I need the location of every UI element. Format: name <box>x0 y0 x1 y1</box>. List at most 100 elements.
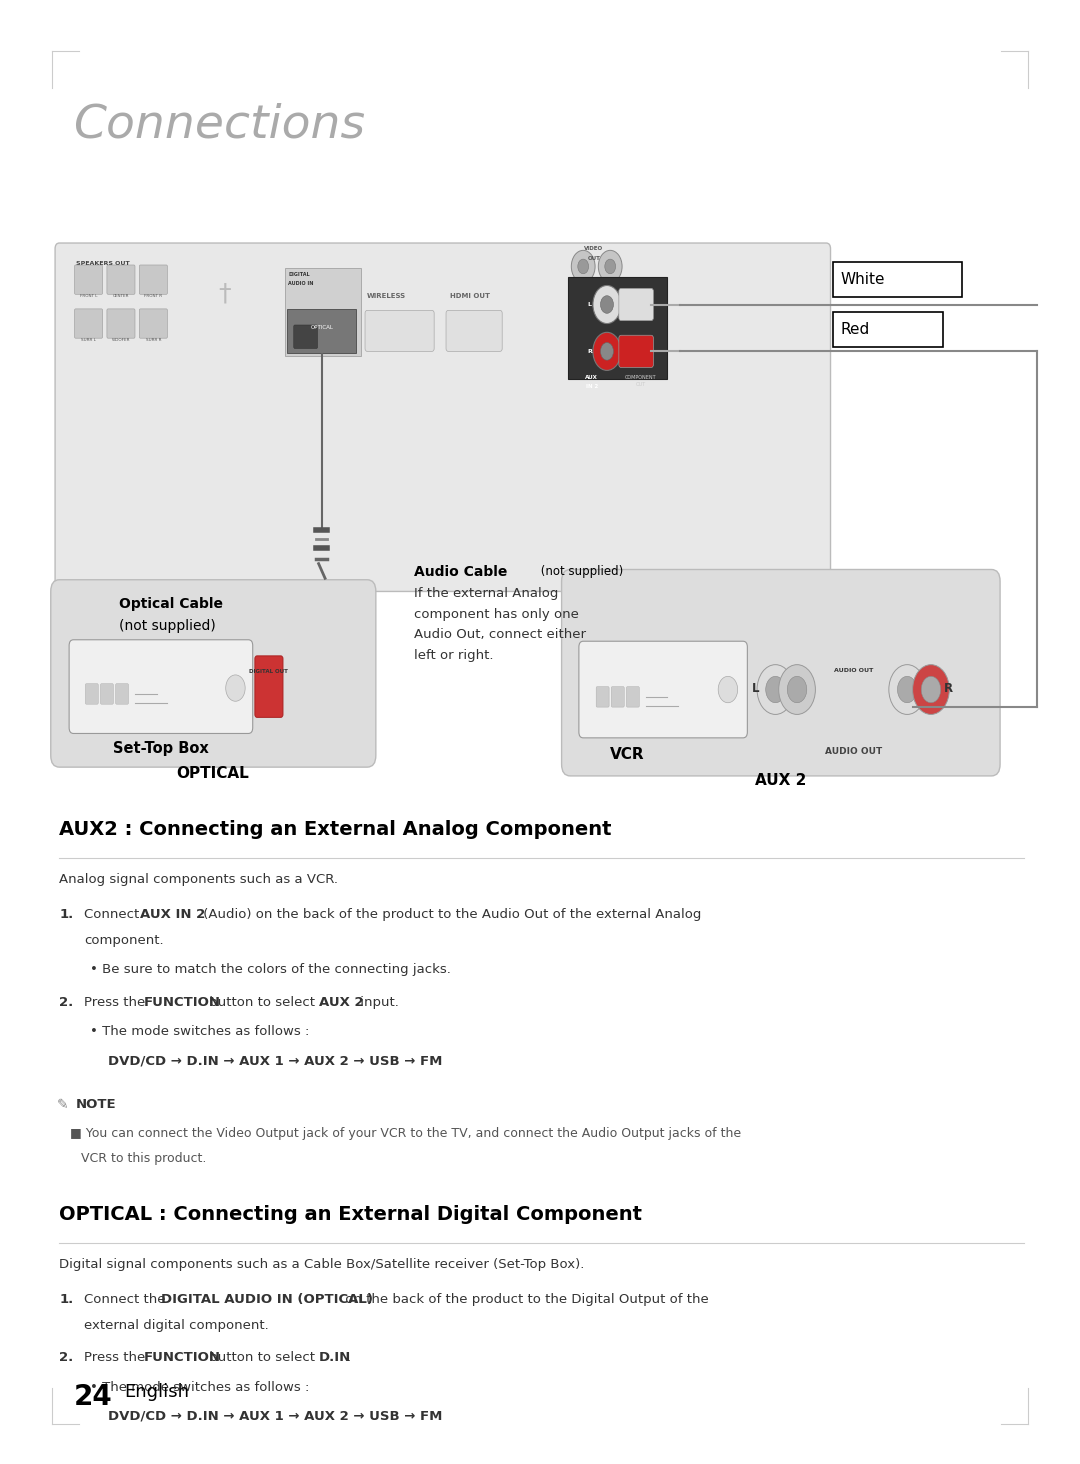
FancyBboxPatch shape <box>833 312 943 347</box>
Text: Red: Red <box>840 322 869 337</box>
Text: AUDIO IN: AUDIO IN <box>288 281 314 285</box>
Text: OPTICAL: OPTICAL <box>310 325 334 331</box>
Text: OUT: OUT <box>588 256 600 261</box>
Text: (not supplied): (not supplied) <box>119 619 216 634</box>
FancyBboxPatch shape <box>75 309 103 338</box>
Circle shape <box>718 676 738 703</box>
Text: component.: component. <box>84 934 164 947</box>
FancyBboxPatch shape <box>116 684 129 704</box>
Text: FRONT R: FRONT R <box>145 294 162 299</box>
Circle shape <box>226 675 245 701</box>
Text: AUX2 : Connecting an External Analog Component: AUX2 : Connecting an External Analog Com… <box>59 820 612 839</box>
Text: 1.: 1. <box>59 1293 73 1306</box>
FancyBboxPatch shape <box>285 268 361 356</box>
Text: DIGITAL AUDIO IN (OPTICAL): DIGITAL AUDIO IN (OPTICAL) <box>161 1293 373 1306</box>
Text: R: R <box>588 348 592 354</box>
FancyBboxPatch shape <box>562 569 1000 776</box>
Text: VIDEO: VIDEO <box>584 246 604 250</box>
Text: SURR R: SURR R <box>146 338 161 343</box>
Text: Connect the: Connect the <box>84 1293 170 1306</box>
Text: external digital component.: external digital component. <box>84 1319 269 1332</box>
FancyBboxPatch shape <box>107 309 135 338</box>
Text: †: † <box>218 281 231 305</box>
FancyBboxPatch shape <box>579 641 747 738</box>
FancyBboxPatch shape <box>446 310 502 351</box>
Circle shape <box>921 676 941 703</box>
Text: DIGITAL: DIGITAL <box>288 272 310 277</box>
FancyBboxPatch shape <box>568 277 667 379</box>
FancyBboxPatch shape <box>255 656 283 717</box>
Text: 2.: 2. <box>59 996 73 1009</box>
FancyBboxPatch shape <box>55 243 831 591</box>
Text: OPTICAL : Connecting an External Digital Component: OPTICAL : Connecting an External Digital… <box>59 1205 643 1224</box>
Text: DVD/CD → D.IN → AUX 1 → AUX 2 → USB → FM: DVD/CD → D.IN → AUX 1 → AUX 2 → USB → FM <box>108 1410 443 1423</box>
Text: ✎: ✎ <box>57 1098 69 1113</box>
Text: AUX IN 2: AUX IN 2 <box>140 908 205 921</box>
Text: English: English <box>124 1383 189 1401</box>
Text: • The mode switches as follows :: • The mode switches as follows : <box>90 1381 309 1394</box>
Circle shape <box>757 665 794 714</box>
Text: IN 2: IN 2 <box>585 384 598 388</box>
Text: D.IN: D.IN <box>319 1351 351 1364</box>
Text: If the external Analog: If the external Analog <box>414 587 558 600</box>
FancyBboxPatch shape <box>107 265 135 294</box>
Text: L: L <box>588 302 592 307</box>
FancyBboxPatch shape <box>69 640 253 733</box>
Circle shape <box>897 676 917 703</box>
FancyBboxPatch shape <box>100 684 113 704</box>
FancyBboxPatch shape <box>75 265 103 294</box>
Circle shape <box>779 665 815 714</box>
Circle shape <box>605 259 616 274</box>
Text: WIRELESS: WIRELESS <box>367 293 406 299</box>
Text: Press the: Press the <box>84 996 150 1009</box>
Text: DVD/CD → D.IN → AUX 1 → AUX 2 → USB → FM: DVD/CD → D.IN → AUX 1 → AUX 2 → USB → FM <box>108 1054 443 1067</box>
Text: NOTE: NOTE <box>76 1098 117 1111</box>
FancyBboxPatch shape <box>626 687 639 707</box>
Circle shape <box>766 676 785 703</box>
Circle shape <box>571 250 595 283</box>
Text: component has only one: component has only one <box>414 608 579 621</box>
Circle shape <box>598 250 622 283</box>
Text: on the back of the product to the Digital Output of the: on the back of the product to the Digita… <box>341 1293 710 1306</box>
Text: Connect: Connect <box>84 908 144 921</box>
Text: Audio Cable: Audio Cable <box>414 565 507 580</box>
Text: SURR L: SURR L <box>81 338 96 343</box>
Text: FUNCTION: FUNCTION <box>144 996 220 1009</box>
Text: (Audio) on the back of the product to the Audio Out of the external Analog: (Audio) on the back of the product to th… <box>199 908 701 921</box>
Text: Press the: Press the <box>84 1351 150 1364</box>
FancyBboxPatch shape <box>51 580 376 767</box>
Text: FUNCTION: FUNCTION <box>144 1351 220 1364</box>
Text: 24: 24 <box>73 1383 112 1411</box>
Text: button to select: button to select <box>205 1351 320 1364</box>
Text: Digital signal components such as a Cable Box/Satellite receiver (Set-Top Box).: Digital signal components such as a Cabl… <box>59 1258 584 1271</box>
Text: OPTICAL: OPTICAL <box>176 766 249 780</box>
FancyBboxPatch shape <box>139 265 167 294</box>
Text: AUX: AUX <box>585 375 598 379</box>
Text: Audio Out, connect either: Audio Out, connect either <box>414 628 585 641</box>
FancyBboxPatch shape <box>294 325 318 348</box>
Text: L: L <box>753 682 759 694</box>
Text: Optical Cable: Optical Cable <box>119 597 222 612</box>
FancyBboxPatch shape <box>833 262 962 297</box>
FancyBboxPatch shape <box>611 687 624 707</box>
Text: HDMI OUT: HDMI OUT <box>449 293 490 299</box>
Circle shape <box>913 665 949 714</box>
Text: COMPONENT: COMPONENT <box>624 375 657 379</box>
FancyBboxPatch shape <box>365 310 434 351</box>
Text: White: White <box>840 272 885 287</box>
FancyBboxPatch shape <box>85 684 98 704</box>
Circle shape <box>787 676 807 703</box>
Text: OUT: OUT <box>635 382 646 386</box>
Text: SPEAKERS OUT: SPEAKERS OUT <box>76 261 130 265</box>
Circle shape <box>593 332 621 370</box>
Text: ■ You can connect the Video Output jack of your VCR to the TV, and connect the A: ■ You can connect the Video Output jack … <box>70 1127 741 1140</box>
Text: VCR to this product.: VCR to this product. <box>81 1152 206 1165</box>
Text: R: R <box>944 682 953 694</box>
Text: AUX 2: AUX 2 <box>755 773 807 788</box>
Text: 1.: 1. <box>59 908 73 921</box>
Text: DIGITAL OUT: DIGITAL OUT <box>249 669 288 673</box>
Text: Analog signal components such as a VCR.: Analog signal components such as a VCR. <box>59 873 338 886</box>
FancyBboxPatch shape <box>619 335 653 367</box>
Text: .: . <box>347 1351 351 1364</box>
Circle shape <box>578 259 589 274</box>
